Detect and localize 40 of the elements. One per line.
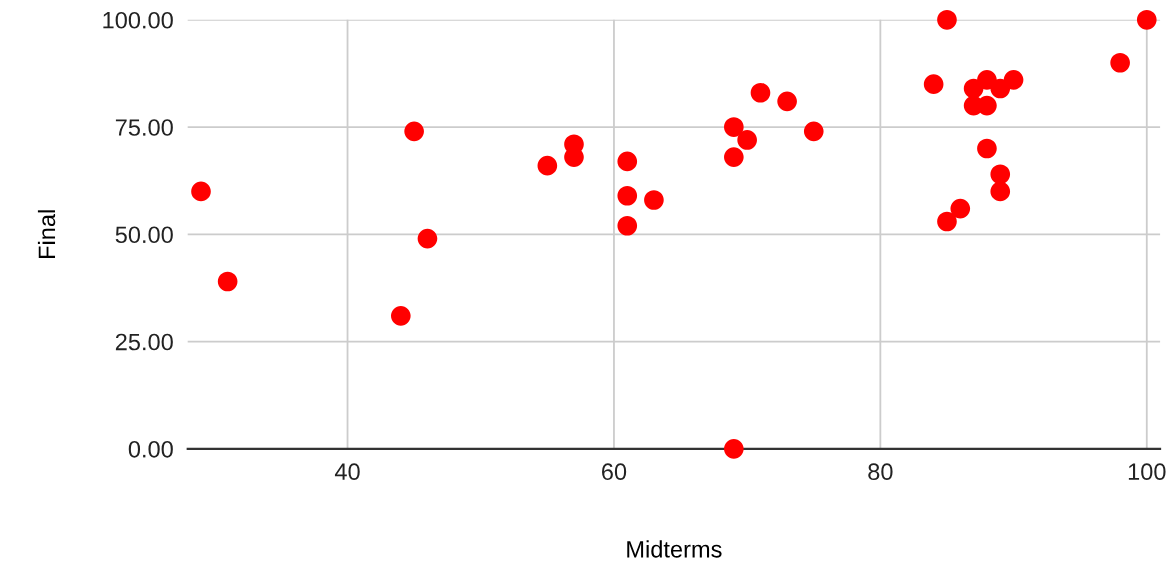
y-tick-label: 100.00 [103,11,173,29]
y-tick-label: 50.00 [115,226,173,244]
point [937,211,957,232]
point [977,138,997,159]
point [737,130,757,150]
point [1110,52,1130,73]
point [390,306,411,326]
point [977,95,997,116]
point [923,74,944,94]
point [1003,70,1024,90]
x-axis-title: Midterms [627,540,722,558]
point [724,147,744,167]
point [191,181,211,202]
x-tick-label: 40 [334,463,360,481]
point [937,9,957,30]
y-tick-label: 25.00 [115,333,173,351]
point [537,155,558,176]
point [617,151,638,172]
point [724,439,744,459]
point [404,121,424,142]
point [777,91,797,112]
x-tick-label: 100 [1128,463,1166,481]
point [564,147,584,167]
point [990,164,1011,185]
point [417,228,438,249]
x-tick-label: 80 [868,463,893,481]
x-tick-label: 60 [602,463,627,481]
point [724,117,744,137]
point [750,82,771,103]
y-tick-label: 0.00 [128,440,173,458]
point [617,185,638,206]
point [617,215,638,236]
point [217,271,238,292]
point [1136,9,1157,30]
y-tick-label: 75.00 [115,119,173,136]
y-axis-title: Final [37,210,56,258]
point [644,190,664,210]
point [950,198,971,219]
point [803,121,824,142]
point [990,181,1011,202]
